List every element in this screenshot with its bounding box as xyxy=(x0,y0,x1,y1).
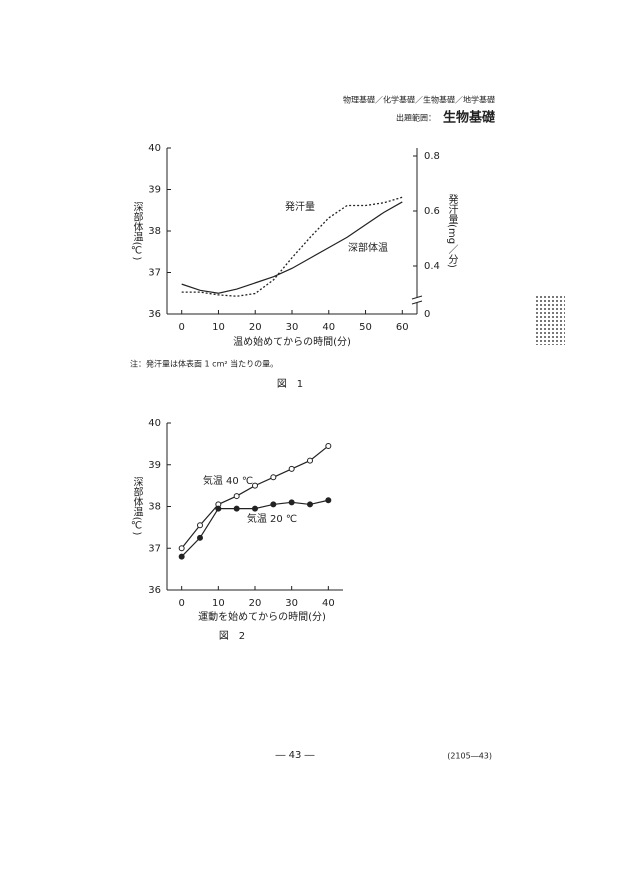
data-point xyxy=(288,499,295,506)
subjects: 物理基礎／化学基礎／生物基礎／地学基礎 xyxy=(343,95,495,105)
x-tick-label: 40 xyxy=(322,598,335,609)
y-tick-label: 38 xyxy=(148,226,161,237)
note: 注：発汗量は体表面 1 cm² 当たりの量。 xyxy=(130,359,278,369)
caption: 図 2 xyxy=(219,630,245,642)
scope-label: 出題範囲： xyxy=(396,113,436,123)
y2-axis-label: 発汗量(mg／分) xyxy=(446,193,458,268)
x-tick-label: 10 xyxy=(212,598,225,609)
data-point xyxy=(178,553,185,560)
y-tick-label: 36 xyxy=(148,585,161,596)
side-tab xyxy=(535,295,565,345)
series-label: 気温 40 ℃ xyxy=(203,474,253,487)
caption: 図 1 xyxy=(277,378,303,390)
x-axis-label: 温め始めてからの時間(分) xyxy=(233,335,351,348)
axis-break-gap xyxy=(411,297,423,303)
page-number: ― 43 ― xyxy=(275,750,314,761)
series-label: 深部体温 xyxy=(348,241,388,254)
data-point xyxy=(270,501,277,508)
data-point xyxy=(178,545,185,552)
page-code: (2105―43) xyxy=(447,752,492,761)
x-axis-label: 運動を始めてからの時間(分) xyxy=(198,610,326,623)
data-point xyxy=(197,522,203,529)
y2-tick-label: 0.4 xyxy=(424,261,440,272)
series-label: 発汗量 xyxy=(285,200,315,213)
x-tick-label: 60 xyxy=(396,322,409,333)
x-tick-label: 20 xyxy=(249,322,262,333)
x-tick-label: 40 xyxy=(322,322,335,333)
data-point xyxy=(233,505,240,512)
series-line xyxy=(181,196,403,297)
data-point xyxy=(307,501,313,508)
y-tick-label: 37 xyxy=(148,543,161,554)
x-tick-label: 10 xyxy=(212,322,225,333)
data-point xyxy=(325,442,332,449)
x-tick-label: 30 xyxy=(285,598,298,609)
scope: 生物基礎 xyxy=(443,110,496,126)
data-point xyxy=(307,457,313,464)
x-tick-label: 30 xyxy=(286,322,299,333)
y2-tick-label: 0 xyxy=(424,309,430,320)
data-point xyxy=(252,482,258,489)
data-point xyxy=(252,505,258,512)
x-tick-label: 20 xyxy=(249,598,262,609)
y-tick-label: 37 xyxy=(148,268,161,279)
data-point xyxy=(270,474,277,481)
data-point xyxy=(215,505,222,512)
data-point xyxy=(197,534,203,541)
data-point xyxy=(288,465,295,472)
y-tick-label: 39 xyxy=(148,185,161,196)
data-point xyxy=(325,497,332,504)
y-tick-label: 40 xyxy=(148,143,161,154)
series-line xyxy=(181,201,403,294)
y-tick-label: 36 xyxy=(148,309,161,320)
series-label: 気温 20 ℃ xyxy=(247,512,297,525)
y-axis-label: 深部体温(℃) xyxy=(131,476,143,535)
x-tick-label: 50 xyxy=(359,322,372,333)
y-tick-label: 39 xyxy=(148,460,161,471)
axis-break xyxy=(411,295,423,305)
y-tick-label: 40 xyxy=(148,418,161,429)
y2-tick-label: 0.6 xyxy=(424,206,440,217)
x-tick-label: 0 xyxy=(178,598,184,609)
y2-tick-label: 0.8 xyxy=(424,151,440,162)
data-point xyxy=(233,493,240,500)
y-tick-label: 38 xyxy=(148,502,161,513)
y-axis-label: 深部体温(℃) xyxy=(131,201,143,260)
x-tick-label: 0 xyxy=(179,322,185,333)
